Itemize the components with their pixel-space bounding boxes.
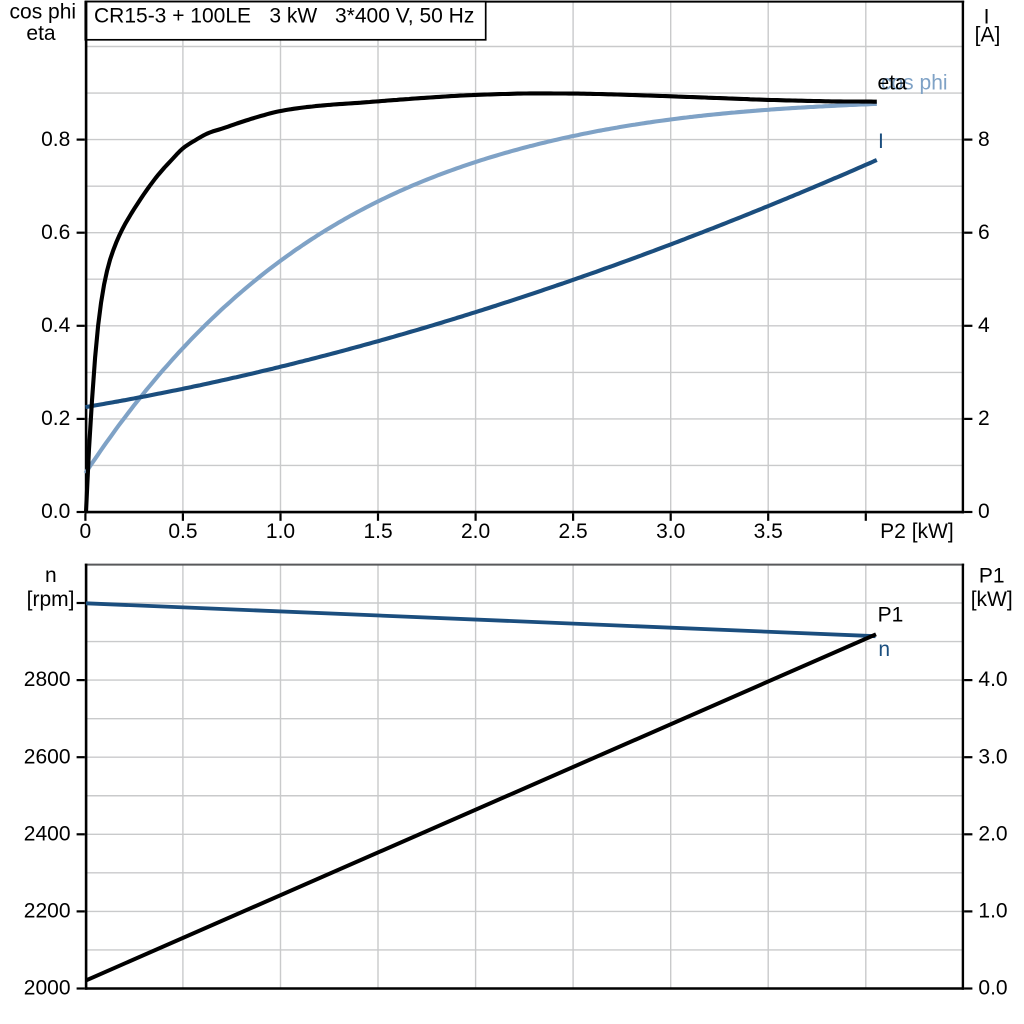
svg-text:2400: 2400 xyxy=(24,822,71,845)
svg-text:3 kW: 3 kW xyxy=(269,4,317,27)
svg-text:0.0: 0.0 xyxy=(41,500,70,523)
svg-text:cos phi: cos phi xyxy=(881,72,948,95)
svg-text:I: I xyxy=(878,130,884,153)
svg-text:1.0: 1.0 xyxy=(266,520,295,543)
svg-text:eta: eta xyxy=(878,72,908,95)
svg-text:[A]: [A] xyxy=(975,24,1001,47)
svg-text:2200: 2200 xyxy=(24,900,71,923)
svg-text:8: 8 xyxy=(978,128,990,151)
svg-text:I: I xyxy=(984,6,990,29)
svg-text:1.0: 1.0 xyxy=(978,900,1007,923)
svg-text:3*400 V, 50 Hz: 3*400 V, 50 Hz xyxy=(335,4,474,27)
svg-text:0.8: 0.8 xyxy=(41,128,70,151)
svg-text:0: 0 xyxy=(978,500,990,523)
svg-text:4: 4 xyxy=(978,314,990,337)
svg-text:2600: 2600 xyxy=(24,745,71,768)
svg-text:2: 2 xyxy=(978,407,990,430)
svg-text:0.5: 0.5 xyxy=(168,520,197,543)
svg-text:4.0: 4.0 xyxy=(978,668,1007,691)
svg-text:n: n xyxy=(45,564,57,587)
svg-text:0: 0 xyxy=(80,520,92,543)
svg-text:2.5: 2.5 xyxy=(559,520,588,543)
svg-text:P1: P1 xyxy=(979,564,1005,587)
svg-text:0.4: 0.4 xyxy=(41,314,71,337)
svg-text:0.2: 0.2 xyxy=(41,407,70,430)
svg-text:6: 6 xyxy=(978,221,990,244)
svg-text:3.5: 3.5 xyxy=(754,520,783,543)
svg-text:2800: 2800 xyxy=(24,668,71,691)
svg-text:CR15-3 + 100LE: CR15-3 + 100LE xyxy=(94,4,251,27)
svg-text:2000: 2000 xyxy=(24,977,71,1000)
svg-text:2.0: 2.0 xyxy=(461,520,490,543)
svg-text:3.0: 3.0 xyxy=(656,520,685,543)
svg-text:n: n xyxy=(878,638,890,661)
svg-text:0.6: 0.6 xyxy=(41,221,70,244)
svg-text:eta: eta xyxy=(26,22,56,45)
svg-text:[rpm]: [rpm] xyxy=(27,588,75,611)
svg-text:P2 [kW]: P2 [kW] xyxy=(880,520,954,543)
svg-text:[kW]: [kW] xyxy=(971,588,1013,611)
svg-text:cos phi: cos phi xyxy=(10,0,77,23)
svg-text:1.5: 1.5 xyxy=(363,520,392,543)
svg-text:3.0: 3.0 xyxy=(978,745,1007,768)
svg-text:2.0: 2.0 xyxy=(978,822,1007,845)
svg-text:0.0: 0.0 xyxy=(978,977,1007,1000)
svg-text:P1: P1 xyxy=(878,604,904,627)
